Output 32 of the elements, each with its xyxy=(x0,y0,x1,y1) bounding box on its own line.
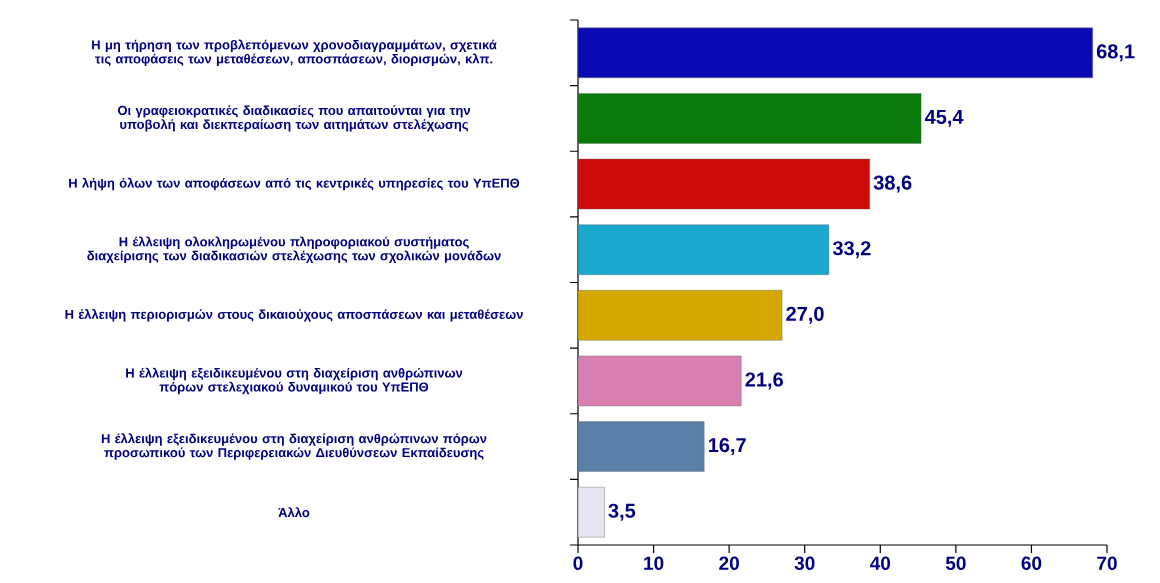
data-label: 27,0 xyxy=(786,306,824,324)
data-label: 21,6 xyxy=(745,372,783,390)
bar xyxy=(577,93,922,144)
bar xyxy=(577,290,783,341)
x-tick-label: 70 xyxy=(1097,556,1117,570)
data-label: 68,1 xyxy=(1096,44,1135,62)
bar xyxy=(577,27,1093,79)
bar xyxy=(577,421,705,472)
x-tick-label: 50 xyxy=(945,556,966,570)
x-tick-label: 10 xyxy=(644,556,664,570)
y-tick-label: Οι γραφειοκρατικές διαδικασίες που απαιτούνται για την υποβολή και διεκπεραίωση των αιτημάτων στελέχωσης xyxy=(117,105,470,132)
bar xyxy=(577,158,870,210)
data-label: 16,7 xyxy=(708,438,746,456)
data-label: 33,2 xyxy=(832,241,871,259)
x-tick-label: 30 xyxy=(794,556,815,571)
y-tick-label: Η έλλειψη περιορισμών στους δικαιούχους αποσπάσεων και μεταθέσεων xyxy=(65,309,523,322)
y-tick-label: Άλλο xyxy=(278,507,310,518)
bar xyxy=(577,355,742,407)
x-tick-label: 40 xyxy=(870,556,891,570)
x-tick-label: 20 xyxy=(719,556,739,570)
data-label: 38,6 xyxy=(873,175,912,193)
y-tick-label: Η μη τήρηση των προβλεπόμενων χρονοδιαγραμμάτων, σχετικά τις αποφάσεις των μεταθέσεων, αποσπάσεων, διορισμών, κλπ. xyxy=(92,39,497,67)
y-tick-label: Η έλλειψη ολοκληρωμένου πληροφοριακού συστήματος διαχείρισης των διαδικασιών στελέχωσης των σχολικών μονάδων xyxy=(87,236,501,263)
data-label: 3,5 xyxy=(608,503,636,521)
bar xyxy=(577,487,605,538)
x-tick-label: 60 xyxy=(1021,556,1042,570)
y-tick-label: Η λήψη όλων των αποφάσεων από τις κεντρικές υπηρεσίες του ΥπΕΠΘ xyxy=(69,177,520,191)
y-tick-label: Η έλλειψη εξειδικευμένου στη διαχείριση ανθρώπινων πόρων προσωπικού των Περιφερειακών Διευθύνσεων Εκπαίδευσης xyxy=(101,433,487,460)
y-tick-label: Η έλλειψη εξειδικευμένου στη διαχείριση ανθρώπινων πόρων στελεχιακού δυναμικού του ΥπΕΠΘ xyxy=(126,367,463,395)
bar xyxy=(577,224,830,275)
x-tick-label: 0 xyxy=(573,556,583,570)
data-label: 45,4 xyxy=(924,110,964,127)
